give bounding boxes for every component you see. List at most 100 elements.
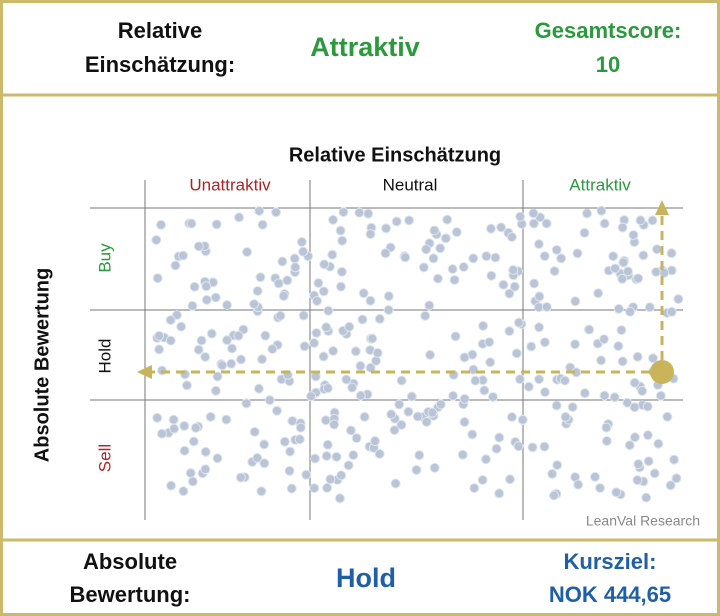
dot: [322, 482, 333, 493]
dot: [200, 446, 211, 457]
dot: [357, 314, 368, 325]
dot: [306, 391, 317, 402]
dot: [301, 469, 312, 480]
dot: [539, 337, 550, 348]
dot: [289, 253, 300, 264]
dot: [179, 420, 190, 431]
dot: [311, 327, 322, 338]
dot: [467, 429, 478, 440]
dot: [451, 227, 462, 238]
dot: [186, 218, 197, 229]
target-value: NOK 444,65: [549, 582, 671, 607]
dot: [170, 260, 181, 271]
dot: [573, 479, 584, 490]
dot: [635, 215, 646, 226]
dot: [396, 419, 407, 430]
dot: [400, 252, 411, 263]
dot: [336, 470, 347, 481]
dot: [477, 475, 488, 486]
dot: [491, 443, 502, 454]
dot: [196, 335, 207, 346]
dot: [629, 432, 640, 443]
dot: [233, 212, 244, 223]
dot: [459, 393, 470, 404]
dot: [334, 493, 345, 504]
dot: [579, 227, 590, 238]
dot: [487, 391, 498, 402]
dot: [647, 215, 658, 226]
dot: [187, 476, 198, 487]
dot: [210, 385, 221, 396]
dot: [227, 343, 238, 354]
dot: [156, 219, 167, 230]
dot: [273, 278, 284, 289]
dot: [613, 341, 624, 352]
dot: [486, 270, 497, 281]
dot: [264, 395, 275, 406]
dot: [450, 331, 461, 342]
dot: [217, 360, 228, 371]
dot: [517, 414, 528, 425]
dot: [309, 483, 320, 494]
dot: [328, 346, 339, 357]
dot: [649, 468, 660, 479]
dot: [539, 441, 550, 452]
dot: [275, 310, 286, 321]
dot: [509, 281, 520, 292]
dot: [556, 253, 567, 264]
dot: [470, 375, 481, 386]
dot: [624, 440, 635, 451]
dot: [338, 207, 349, 218]
dot: [412, 411, 423, 422]
dot: [242, 246, 253, 257]
dot: [386, 409, 397, 420]
dot: [458, 261, 469, 272]
dot: [505, 474, 516, 485]
dot: [206, 328, 217, 339]
dot: [429, 225, 440, 236]
dot: [406, 391, 417, 402]
dot: [277, 256, 288, 267]
dot: [178, 250, 189, 261]
dot: [331, 451, 342, 462]
dot: [257, 219, 268, 230]
target-label: Kursziel:: [564, 549, 657, 574]
dot: [154, 344, 165, 355]
dot: [355, 390, 366, 401]
dot: [579, 388, 590, 399]
dot: [325, 474, 336, 485]
dot: [344, 321, 355, 332]
dot: [403, 406, 414, 417]
dot: [299, 341, 310, 352]
dot: [296, 236, 307, 247]
dot: [541, 301, 552, 312]
dot: [287, 415, 298, 426]
dot: [647, 353, 658, 364]
dot: [190, 422, 201, 433]
dot: [485, 223, 496, 234]
dot: [233, 330, 244, 341]
dot: [312, 295, 323, 306]
dot: [601, 422, 612, 433]
dot: [212, 453, 223, 464]
dot: [165, 315, 176, 326]
dot: [365, 362, 376, 373]
dot: [235, 472, 246, 483]
dot: [154, 330, 165, 341]
dot: [508, 264, 519, 275]
dot: [411, 464, 422, 475]
dot: [421, 416, 432, 427]
dot: [442, 214, 453, 225]
dot: [210, 292, 221, 303]
dot: [200, 464, 211, 475]
dot: [286, 483, 297, 494]
dot: [447, 264, 458, 275]
dot: [424, 300, 435, 311]
dot: [187, 300, 198, 311]
dot: [514, 374, 525, 385]
dot: [420, 310, 431, 321]
dot: [383, 305, 394, 316]
dot: [290, 262, 301, 273]
dot: [659, 267, 670, 278]
